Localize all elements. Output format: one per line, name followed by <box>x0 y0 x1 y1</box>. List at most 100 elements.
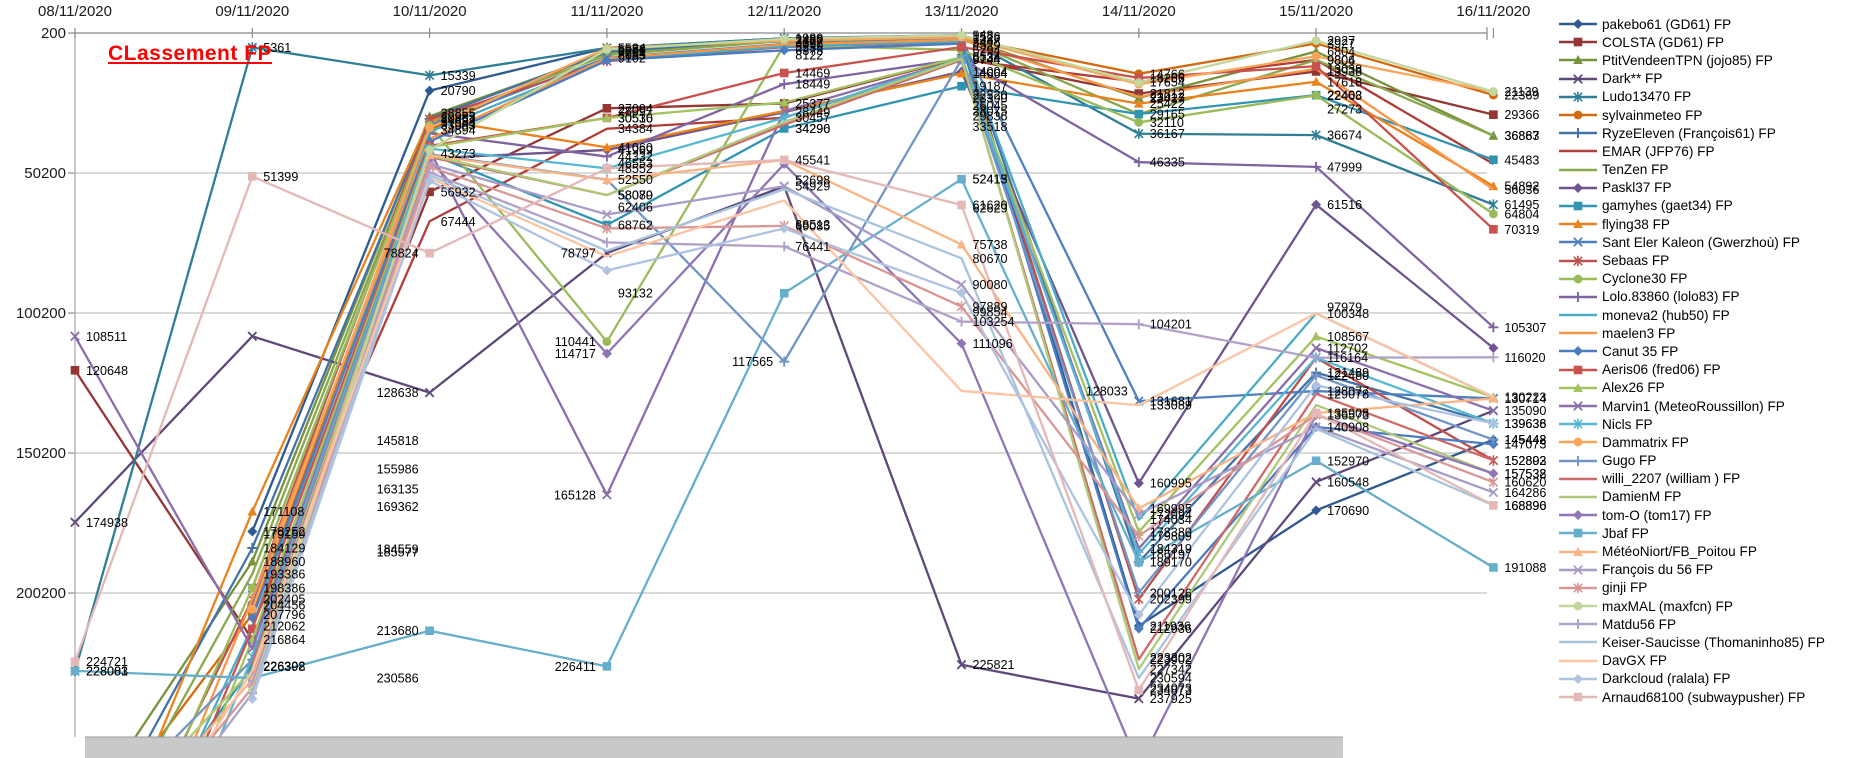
data-label: 7254 <box>618 46 646 60</box>
legend-item-7[interactable]: RyzeEleven (François61) FP <box>1556 124 1852 142</box>
legend-item-9[interactable]: TenZen FP <box>1556 161 1852 179</box>
data-label: 36883 <box>1504 129 1539 143</box>
data-label: 28075 <box>973 105 1008 119</box>
legend-item-10[interactable]: Paskl37 FP <box>1556 179 1852 197</box>
legend-item-30[interactable]: MétéoNiort/FB_Poitou FP <box>1556 542 1852 560</box>
series-28[interactable] <box>247 154 1499 758</box>
data-label: 188960 <box>263 555 305 569</box>
legend-item-28[interactable]: tom-O (tom17) FP <box>1556 506 1852 524</box>
legend-item-38[interactable]: Arnaud68100 (subwaypusher) FP <box>1556 688 1852 706</box>
legend-item-35[interactable]: Keiser-Saucisse (Thomaninho85) FP <box>1556 633 1852 651</box>
data-label: 62629 <box>973 201 1008 215</box>
series-18[interactable] <box>75 38 1495 758</box>
legend-item-8[interactable]: EMAR (JFP76) FP <box>1556 142 1852 160</box>
data-label: 230586 <box>377 672 419 686</box>
legend-item-1[interactable]: pakebo61 (GD61) FP <box>1556 15 1852 33</box>
series-26[interactable] <box>251 58 1494 666</box>
legend-marker-diamond-icon <box>1559 346 1597 357</box>
legend-item-19[interactable]: Canut 35 FP <box>1556 342 1852 360</box>
legend-item-4[interactable]: Dark** FP <box>1556 70 1852 88</box>
legend-marker-square-icon <box>1559 529 1597 538</box>
data-label: 228003 <box>86 664 128 678</box>
data-label: 184559 <box>377 543 419 557</box>
legend-item-15[interactable]: Cyclone30 FP <box>1556 270 1852 288</box>
data-label: 1989 <box>795 32 823 46</box>
data-label: 128638 <box>377 386 419 400</box>
data-label: 23427 <box>1150 92 1185 106</box>
legend-item-21[interactable]: Alex26 FP <box>1556 379 1852 397</box>
data-label: 5524 <box>618 41 646 55</box>
legend-item-23[interactable]: Nicls FP <box>1556 415 1852 433</box>
data-label: 140908 <box>1327 420 1369 434</box>
legend-item-12[interactable]: flying38 FP <box>1556 215 1852 233</box>
series-6[interactable] <box>75 33 1498 758</box>
data-label: 52413 <box>973 173 1008 187</box>
data-label: 41969 <box>618 143 653 157</box>
data-label: 178252 <box>263 525 305 539</box>
data-label: 6375 <box>795 44 823 58</box>
legend-item-37[interactable]: Darkcloud (ralala) FP <box>1556 670 1852 688</box>
data-label: 117565 <box>732 355 773 369</box>
data-label: 31983 <box>441 115 476 129</box>
legend-marker-x-icon <box>1559 237 1597 248</box>
data-label: 51399 <box>263 170 298 184</box>
data-label: 234073 <box>1150 681 1192 695</box>
data-label: 54892 <box>1504 180 1539 194</box>
data-label: 5361 <box>263 41 291 55</box>
legend-marker-none-icon <box>1559 641 1597 644</box>
legend-item-16[interactable]: Lolo.83860 (lolo83) FP <box>1556 288 1852 306</box>
series-27[interactable] <box>75 57 1494 758</box>
data-label: 36867 <box>1504 129 1539 143</box>
data-label: 9804 <box>1327 53 1355 67</box>
legend-item-29[interactable]: Jbaf FP <box>1556 524 1852 542</box>
data-label: 152893 <box>1504 454 1546 468</box>
data-label: 172094 <box>1150 508 1192 522</box>
legend-item-20[interactable]: Aeris06 (fred06) FP <box>1556 361 1852 379</box>
legend-item-33[interactable]: maxMAL (maxfcn) FP <box>1556 597 1852 615</box>
legend-item-36[interactable]: DavGX FP <box>1556 652 1852 670</box>
data-label: 47999 <box>1327 160 1362 174</box>
legend-item-22[interactable]: Marvin1 (MeteoRoussillon) FP <box>1556 397 1852 415</box>
legend-item-11[interactable]: gamyhes (gaet34) FP <box>1556 197 1852 215</box>
series-7[interactable] <box>75 31 1499 758</box>
series-35[interactable] <box>251 174 1494 697</box>
series-37[interactable] <box>247 175 1499 704</box>
data-label: 139638 <box>1504 417 1546 431</box>
legend-item-31[interactable]: François du 56 FP <box>1556 561 1852 579</box>
legend-item-25[interactable]: Gugo FP <box>1556 452 1852 470</box>
legend-item-17[interactable]: moneva2 (hub50) FP <box>1556 306 1852 324</box>
legend-marker-diamond-icon <box>1559 510 1597 521</box>
data-label: 43273 <box>441 147 476 161</box>
legend-item-2[interactable]: COLSTA (GD61) FP <box>1556 33 1852 51</box>
legend-item-14[interactable]: Sebaas FP <box>1556 251 1852 269</box>
data-label: 178380 <box>1150 525 1192 539</box>
legend-marker-square-icon <box>1559 692 1597 702</box>
legend-marker-x-icon <box>1559 401 1597 411</box>
legend-label: PtitVendeenTPN (jojo85) FP <box>1602 52 1773 68</box>
data-label: 80670 <box>973 252 1008 266</box>
legend-marker-none-icon <box>1559 495 1597 499</box>
series-38[interactable] <box>70 155 1498 695</box>
legend-item-34[interactable]: Matdu56 FP <box>1556 615 1852 633</box>
legend-item-18[interactable]: maelen3 FP <box>1556 324 1852 342</box>
legend-item-3[interactable]: PtitVendeenTPN (jojo85) FP <box>1556 51 1852 69</box>
legend-item-5[interactable]: Ludo13470 FP <box>1556 88 1852 106</box>
legend-item-13[interactable]: Sant Eler Kaleon (Gwerzhoù) FP <box>1556 233 1852 251</box>
series-33[interactable] <box>247 30 1498 695</box>
legend-item-32[interactable]: ginji FP <box>1556 579 1852 597</box>
legend-label: Sant Eler Kaleon (Gwerzhoù) FP <box>1602 234 1800 250</box>
series-14[interactable] <box>75 36 1499 758</box>
data-label: 9806 <box>1327 53 1355 67</box>
legend-item-27[interactable]: DamienM FP <box>1556 488 1852 506</box>
legend-item-6[interactable]: sylvainmeteo FP <box>1556 106 1852 124</box>
data-label: 45541 <box>795 153 830 167</box>
legend-item-24[interactable]: Dammatrix FP <box>1556 433 1852 451</box>
series-3[interactable] <box>75 32 1499 758</box>
series-36[interactable] <box>75 176 1494 758</box>
data-label: 8534 <box>973 50 1001 64</box>
data-label: 27273 <box>1327 102 1362 116</box>
legend-item-26[interactable]: willi_2207 (william ) FP <box>1556 470 1852 488</box>
series-17[interactable] <box>75 40 1494 758</box>
